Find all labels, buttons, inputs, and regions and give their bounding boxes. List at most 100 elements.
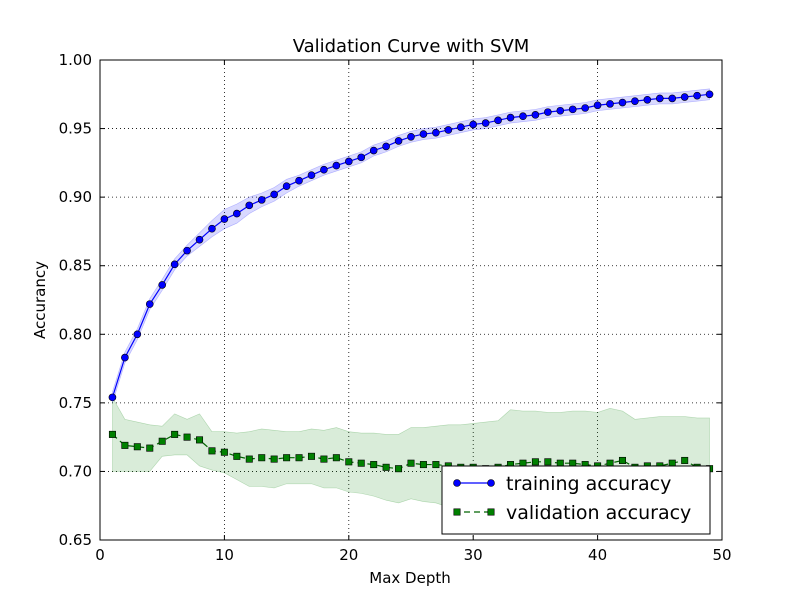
data-point-validation	[171, 430, 179, 438]
legend-label-validation: validation accuracy	[506, 502, 691, 524]
data-point-validation	[270, 455, 278, 463]
legend-label-training: training accuracy	[506, 473, 671, 495]
data-point-training	[282, 182, 291, 190]
y-tick-label: 0.65	[59, 531, 92, 549]
data-point-training	[295, 176, 303, 185]
data-point-training	[344, 157, 353, 166]
legend-marker-training	[487, 479, 495, 487]
data-point-validation	[196, 436, 204, 444]
data-point-training	[593, 101, 602, 110]
data-point-training	[170, 260, 179, 269]
data-point-training	[382, 142, 390, 151]
data-point-validation	[407, 459, 415, 467]
data-point-validation	[183, 433, 191, 441]
data-point-training	[668, 94, 677, 103]
data-point-validation	[245, 455, 253, 463]
data-point-training	[506, 113, 515, 122]
data-point-training	[631, 97, 639, 105]
chart-title: Validation Curve with SVM	[293, 36, 530, 57]
data-point-training	[183, 246, 191, 255]
data-point-training	[307, 171, 316, 179]
data-point-training	[643, 95, 652, 104]
data-point-validation	[519, 459, 527, 467]
data-point-validation	[432, 461, 440, 469]
data-point-training	[481, 119, 490, 127]
data-point-training	[432, 128, 440, 137]
data-point-validation	[531, 458, 539, 466]
x-tick-label: 50	[712, 546, 731, 564]
data-point-training	[220, 215, 229, 223]
data-point-training	[320, 165, 328, 174]
data-point-validation	[133, 443, 141, 451]
data-point-training	[606, 100, 614, 108]
y-tick-label: 0.80	[59, 325, 92, 343]
data-point-training	[705, 90, 714, 99]
data-point-training	[133, 330, 142, 339]
data-point-validation	[556, 459, 564, 467]
data-point-training	[469, 120, 478, 129]
data-point-training	[581, 104, 589, 112]
data-point-training	[108, 393, 117, 402]
data-point-training	[394, 137, 403, 145]
data-point-training	[531, 111, 540, 119]
x-tick-label: 20	[339, 546, 358, 564]
data-point-training	[257, 196, 266, 204]
x-axis-label: Max Depth	[369, 569, 450, 587]
data-point-training	[519, 112, 527, 121]
data-point-training	[568, 105, 577, 114]
data-point-validation	[618, 456, 626, 464]
data-point-validation	[382, 463, 390, 471]
legend-marker-validation	[453, 508, 461, 516]
legend-marker-validation	[487, 508, 495, 516]
y-tick-label: 0.75	[59, 394, 92, 412]
data-point-validation	[158, 437, 166, 445]
data-point-validation	[220, 448, 228, 456]
data-point-validation	[146, 444, 154, 452]
data-point-training	[195, 235, 204, 244]
data-point-training	[332, 161, 341, 170]
data-point-validation	[233, 452, 241, 460]
data-point-training	[145, 300, 154, 308]
data-point-validation	[395, 465, 403, 473]
data-point-validation	[606, 459, 614, 467]
y-tick-label: 0.95	[59, 120, 92, 138]
data-point-validation	[307, 452, 315, 460]
data-point-validation	[569, 459, 577, 467]
data-point-training	[270, 190, 278, 199]
x-tick-label: 40	[588, 546, 607, 564]
data-point-validation	[419, 461, 427, 469]
data-point-validation	[332, 454, 340, 462]
x-tick-label: 10	[215, 546, 234, 564]
data-point-training	[456, 123, 465, 131]
legend-box	[441, 465, 711, 535]
data-point-training	[544, 108, 552, 116]
data-point-training	[494, 116, 502, 125]
data-point-validation	[544, 458, 552, 466]
axes-frame	[99, 59, 723, 541]
data-point-validation	[668, 459, 676, 467]
data-point-training	[357, 153, 366, 162]
data-point-training	[655, 94, 664, 103]
data-point-validation	[345, 458, 353, 466]
data-point-training	[618, 98, 627, 107]
data-point-training	[419, 130, 428, 138]
data-point-validation	[681, 456, 689, 464]
y-tick-label: 0.70	[59, 462, 92, 480]
data-point-training	[680, 93, 689, 101]
legend-marker-training	[453, 479, 461, 487]
y-tick-label: 1.00	[59, 51, 92, 69]
data-point-validation	[320, 455, 328, 463]
x-tick-label: 30	[464, 546, 483, 564]
confidence-band-training	[112, 88, 710, 403]
data-point-validation	[283, 454, 291, 462]
y-tick-label: 0.90	[59, 188, 92, 206]
data-point-training	[556, 106, 565, 115]
data-point-validation	[370, 461, 378, 469]
data-point-training	[121, 353, 129, 362]
data-point-training	[245, 201, 254, 210]
data-point-training	[233, 209, 241, 218]
data-point-validation	[208, 447, 216, 455]
data-point-training	[693, 91, 701, 100]
y-axis-label: Accurancy	[31, 261, 49, 339]
